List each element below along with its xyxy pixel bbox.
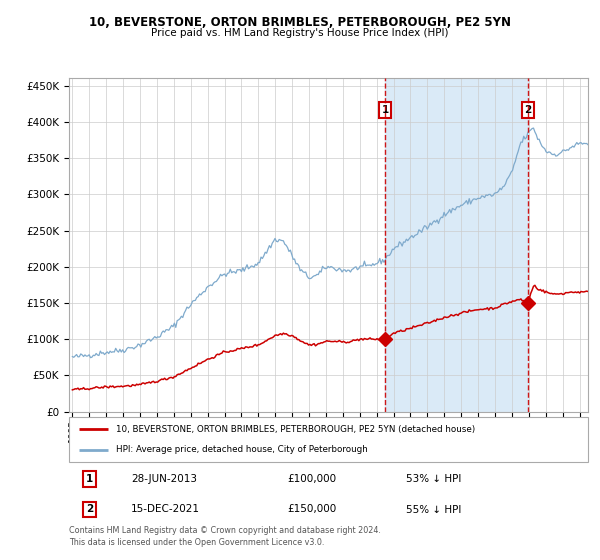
Text: 53% ↓ HPI: 53% ↓ HPI — [406, 474, 462, 484]
Text: 28-JUN-2013: 28-JUN-2013 — [131, 474, 197, 484]
Text: 10, BEVERSTONE, ORTON BRIMBLES, PETERBOROUGH, PE2 5YN (detached house): 10, BEVERSTONE, ORTON BRIMBLES, PETERBOR… — [116, 425, 475, 434]
Text: £150,000: £150,000 — [287, 505, 336, 515]
Text: 15-DEC-2021: 15-DEC-2021 — [131, 505, 200, 515]
Text: 10, BEVERSTONE, ORTON BRIMBLES, PETERBOROUGH, PE2 5YN: 10, BEVERSTONE, ORTON BRIMBLES, PETERBOR… — [89, 16, 511, 29]
Text: HPI: Average price, detached house, City of Peterborough: HPI: Average price, detached house, City… — [116, 445, 367, 454]
Text: 1: 1 — [86, 474, 94, 484]
Text: 55% ↓ HPI: 55% ↓ HPI — [406, 505, 462, 515]
FancyBboxPatch shape — [69, 417, 588, 462]
Text: Price paid vs. HM Land Registry's House Price Index (HPI): Price paid vs. HM Land Registry's House … — [151, 28, 449, 38]
Text: £100,000: £100,000 — [287, 474, 336, 484]
Text: 2: 2 — [524, 105, 532, 115]
Text: 2: 2 — [86, 505, 94, 515]
Text: Contains HM Land Registry data © Crown copyright and database right 2024.
This d: Contains HM Land Registry data © Crown c… — [69, 526, 381, 547]
Text: 1: 1 — [382, 105, 389, 115]
